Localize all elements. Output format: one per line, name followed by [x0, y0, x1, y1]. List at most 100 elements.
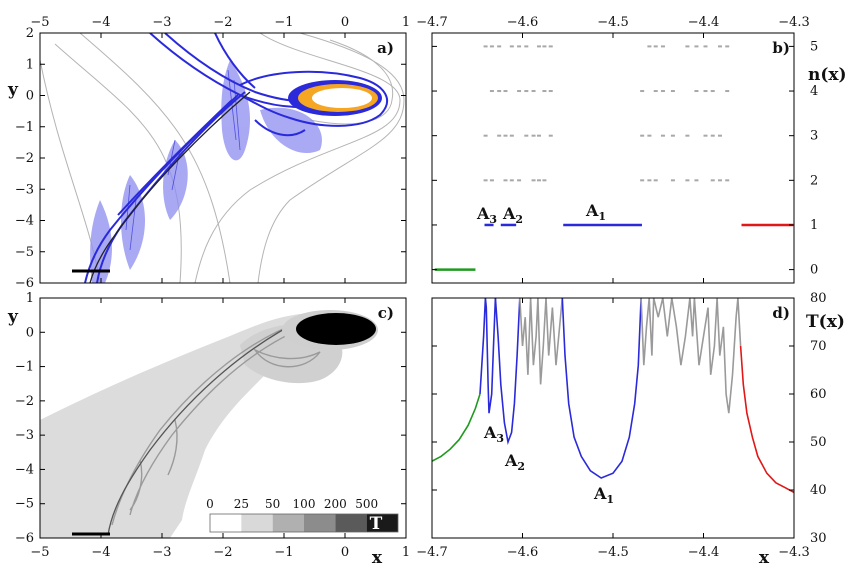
panel-b-grey-points — [483, 45, 730, 182]
colorbar-label: T — [370, 514, 383, 534]
y-tick-label: −3 — [15, 428, 34, 443]
panel-d-label: d) — [772, 304, 790, 322]
y-tick-label: 3 — [810, 129, 818, 144]
x-tick-label: −4 — [91, 545, 110, 560]
panel-a-ylabel: y — [7, 80, 19, 100]
y-tick-label: −3 — [15, 182, 34, 197]
n-point — [694, 90, 699, 93]
n-point — [670, 134, 675, 137]
escape-time-curve — [561, 298, 642, 479]
label-min-a2: A2 — [504, 451, 525, 473]
colorbar-segment — [304, 514, 336, 532]
n-point — [503, 179, 508, 182]
colorbar-segment — [210, 514, 242, 532]
x-tick-label: 0 — [341, 545, 349, 560]
n-point — [548, 45, 553, 48]
n-point — [497, 90, 502, 93]
n-point — [653, 90, 658, 93]
n-point — [640, 179, 645, 182]
n-point — [710, 90, 715, 93]
colorbar-tick-label: 500 — [355, 497, 378, 511]
y-tick-label: −6 — [15, 276, 34, 291]
y-tick-label: 2 — [26, 26, 34, 41]
x-tick-label: 1 — [402, 15, 410, 30]
manifold-hatch — [125, 69, 241, 251]
panel-c-plot-area: T 0 25 50 100 200 500 — [40, 310, 399, 538]
n-point — [685, 45, 690, 48]
panel-c-ticks: −5 −4 −3 −2 −1 0 110−1−2−3−4−5−6 — [15, 291, 410, 560]
x-tick-label: −2 — [213, 545, 232, 560]
panel-a-plot-area — [40, 33, 405, 283]
x-tick-label: −4.4 — [688, 545, 720, 560]
n-point — [531, 179, 536, 182]
escape-time-curve — [739, 345, 794, 494]
y-tick-label: −4 — [15, 214, 34, 229]
n-point — [489, 179, 494, 182]
minima-labels: A3 A2 A1 — [483, 423, 614, 506]
y-tick-label: −2 — [15, 151, 34, 166]
y-tick-label: 1 — [26, 291, 34, 306]
n-point — [524, 134, 529, 137]
n-point — [717, 45, 722, 48]
n-point — [509, 179, 514, 182]
escape-time-curve — [519, 298, 564, 385]
energy-contours — [40, 33, 405, 283]
n-point — [542, 179, 547, 182]
y-tick-label: 50 — [810, 435, 827, 450]
n-point — [536, 134, 541, 137]
x-tick-label: −4.4 — [688, 15, 720, 30]
panel-d-curves — [432, 298, 794, 494]
x-tick-label: −4.6 — [507, 15, 539, 30]
x-tick-label: −1 — [274, 545, 293, 560]
n-point — [542, 90, 547, 93]
panel-d: A3 A2 A1 d) T(x) x −4.7 −4.6 −4.5 −4.4 −4.33… — [416, 291, 845, 565]
panel-b-ylabel: n(x) — [808, 65, 846, 85]
panel-a-ticks: −5 −4 −3 −2 −1 0 1 2 1 0 −1 −2 −3 −4 −5 −6 — [15, 15, 410, 291]
n-point — [710, 134, 715, 137]
colorbar-tick-label: 0 — [206, 497, 214, 511]
escape-time-curve — [640, 298, 742, 414]
n-point — [670, 179, 675, 182]
n-point — [542, 45, 547, 48]
x-tick-label: −4.7 — [416, 15, 448, 30]
inner-core — [312, 88, 372, 108]
colorbar-segment — [272, 514, 304, 532]
panel-b-frame — [431, 32, 795, 284]
n-point — [509, 134, 514, 137]
colorbar-tick-label: 200 — [324, 497, 347, 511]
n-point — [531, 134, 536, 137]
n-point — [647, 45, 652, 48]
n-point — [497, 45, 502, 48]
n-point — [703, 134, 708, 137]
x-tick-label: −3 — [152, 545, 171, 560]
colorbar-tick-label: 50 — [265, 497, 280, 511]
n-point — [725, 90, 730, 93]
x-tick-label: −2 — [213, 15, 232, 30]
n-point — [483, 45, 488, 48]
n-point — [685, 134, 690, 137]
y-tick-label: 40 — [810, 483, 827, 498]
y-tick-label: 30 — [810, 531, 827, 546]
y-tick-label: −1 — [15, 120, 34, 135]
x-tick-label: −4.6 — [507, 545, 539, 560]
n-point — [548, 90, 553, 93]
n-point — [640, 134, 645, 137]
n-point — [660, 134, 665, 137]
n-point — [517, 45, 522, 48]
y-tick-label: 0 — [26, 89, 34, 104]
n-point — [717, 134, 722, 137]
n-point — [531, 90, 536, 93]
y-tick-label: 70 — [810, 339, 827, 354]
y-tick-label: 2 — [810, 173, 818, 188]
panel-b-intervals — [434, 223, 794, 271]
n-point — [647, 179, 652, 182]
y-tick-label: 1 — [26, 57, 34, 72]
label-min-a1: A1 — [593, 484, 614, 506]
panel-b-ticks: −4.7 −4.6 −4.5 −4.4 −4.3 0 1 2 3 4 5 — [416, 15, 818, 283]
y-tick-label: 0 — [26, 325, 34, 340]
x-tick-label: −3 — [152, 15, 171, 30]
n-point — [670, 90, 675, 93]
y-tick-label: 5 — [810, 39, 818, 54]
n-point — [503, 90, 508, 93]
colorbar-segment — [241, 514, 273, 532]
